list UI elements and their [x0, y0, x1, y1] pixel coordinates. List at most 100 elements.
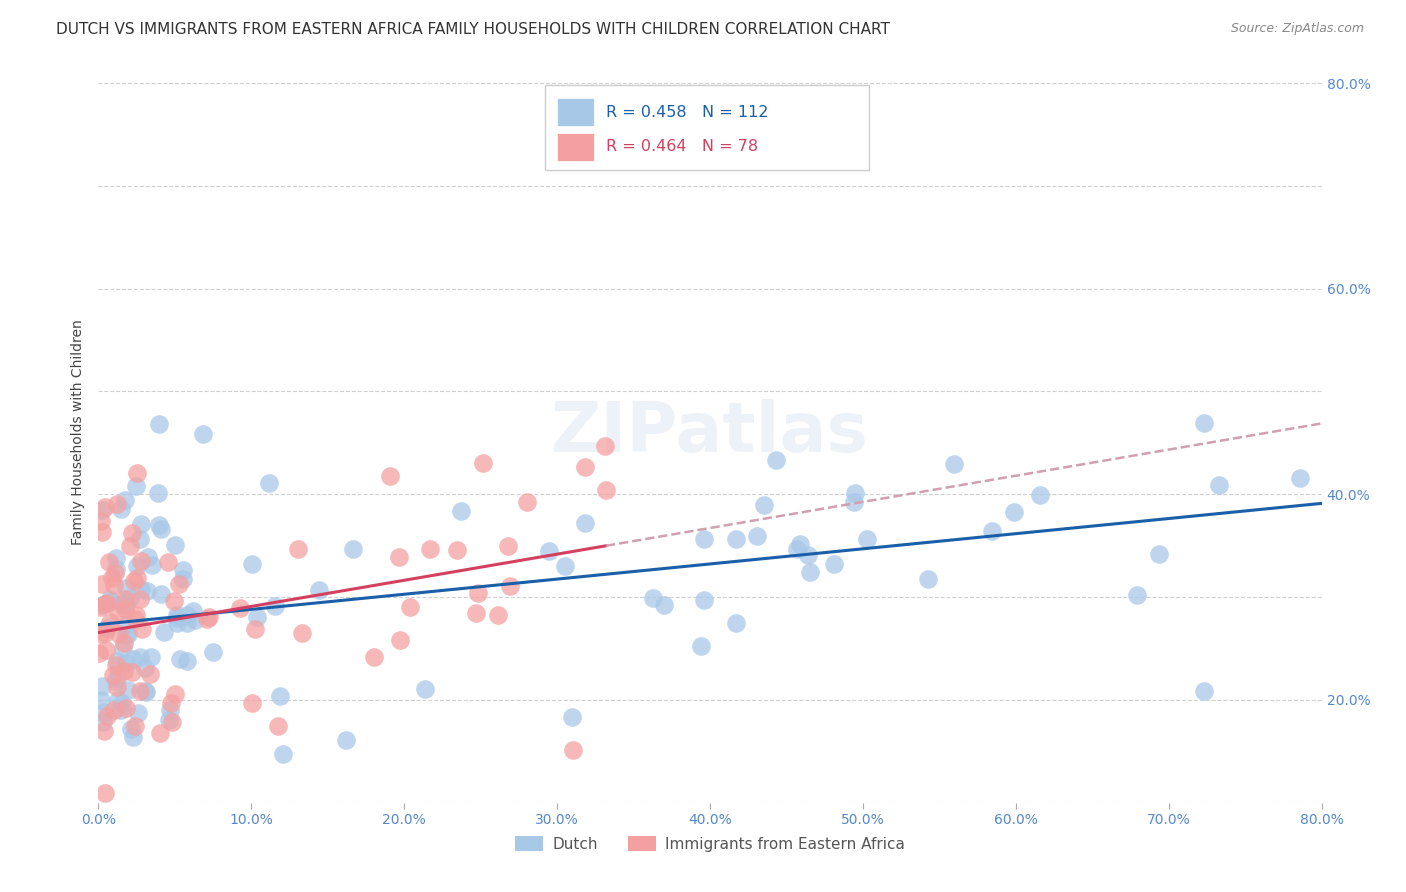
- Point: [127, 570, 149, 584]
- Point: [108, 627, 131, 641]
- Point: [191, 426, 214, 441]
- Point: [101, 668, 124, 682]
- Point: [765, 453, 787, 467]
- Point: [176, 654, 198, 668]
- Point: [96, 622, 118, 636]
- FancyBboxPatch shape: [557, 133, 593, 161]
- Point: [291, 626, 314, 640]
- Point: [201, 645, 224, 659]
- Point: [124, 719, 146, 733]
- Point: [94, 642, 117, 657]
- Point: [980, 524, 1002, 538]
- Point: [131, 517, 153, 532]
- Point: [115, 581, 138, 595]
- Point: [121, 665, 143, 679]
- Point: [169, 651, 191, 665]
- Point: [105, 674, 128, 689]
- Point: [105, 671, 128, 685]
- Point: [96, 597, 118, 611]
- Point: [136, 583, 159, 598]
- Point: [91, 503, 114, 517]
- Point: [114, 591, 136, 606]
- Point: [91, 679, 114, 693]
- Point: [111, 697, 134, 711]
- Point: [166, 608, 188, 623]
- Point: [467, 586, 489, 600]
- Point: [389, 632, 412, 647]
- Point: [96, 709, 118, 723]
- Point: [1126, 588, 1149, 602]
- Point: [264, 599, 287, 614]
- Point: [1289, 471, 1312, 485]
- Point: [378, 469, 401, 483]
- Point: [943, 457, 966, 471]
- Point: [240, 697, 263, 711]
- Point: [89, 599, 111, 614]
- Point: [91, 715, 114, 730]
- Point: [797, 548, 820, 562]
- Point: [134, 661, 156, 675]
- Point: [150, 586, 173, 600]
- Point: [855, 532, 877, 546]
- Point: [271, 747, 294, 761]
- Point: [103, 578, 125, 592]
- Text: R = 0.464   N = 78: R = 0.464 N = 78: [606, 139, 758, 154]
- Point: [115, 656, 138, 670]
- Point: [148, 417, 170, 431]
- Point: [472, 456, 495, 470]
- Point: [450, 503, 472, 517]
- Point: [554, 558, 576, 573]
- Point: [844, 495, 866, 509]
- Point: [114, 618, 136, 632]
- Point: [240, 557, 263, 571]
- Point: [118, 591, 141, 606]
- Point: [115, 598, 138, 612]
- Point: [693, 593, 716, 607]
- Point: [111, 598, 134, 612]
- Point: [110, 502, 132, 516]
- Point: [725, 532, 748, 546]
- Point: [122, 652, 145, 666]
- Point: [141, 650, 163, 665]
- Point: [93, 723, 115, 738]
- Point: [162, 714, 184, 729]
- Point: [165, 687, 187, 701]
- Point: [149, 523, 172, 537]
- Point: [90, 626, 112, 640]
- Point: [163, 593, 186, 607]
- Point: [129, 592, 152, 607]
- Point: [257, 475, 280, 490]
- Point: [98, 594, 121, 608]
- Point: [112, 636, 135, 650]
- Point: [799, 565, 821, 579]
- Point: [107, 605, 129, 619]
- Point: [537, 544, 560, 558]
- Point: [335, 733, 357, 747]
- Point: [172, 573, 194, 587]
- Point: [159, 696, 181, 710]
- Point: [308, 583, 330, 598]
- Point: [124, 611, 146, 625]
- Point: [131, 582, 153, 597]
- Point: [561, 742, 583, 756]
- Point: [165, 538, 187, 552]
- Point: [105, 562, 128, 576]
- Point: [114, 701, 136, 715]
- Point: [98, 592, 121, 607]
- Point: [363, 650, 385, 665]
- Point: [112, 664, 135, 678]
- Point: [107, 693, 129, 707]
- Point: [90, 577, 112, 591]
- Point: [153, 625, 176, 640]
- Point: [104, 566, 127, 580]
- Point: [105, 497, 128, 511]
- Point: [287, 541, 309, 556]
- Point: [135, 685, 157, 699]
- Point: [90, 693, 112, 707]
- Point: [157, 713, 180, 727]
- Point: [141, 558, 163, 573]
- Point: [754, 498, 776, 512]
- Point: [446, 543, 468, 558]
- Point: [115, 628, 138, 642]
- Point: [149, 726, 172, 740]
